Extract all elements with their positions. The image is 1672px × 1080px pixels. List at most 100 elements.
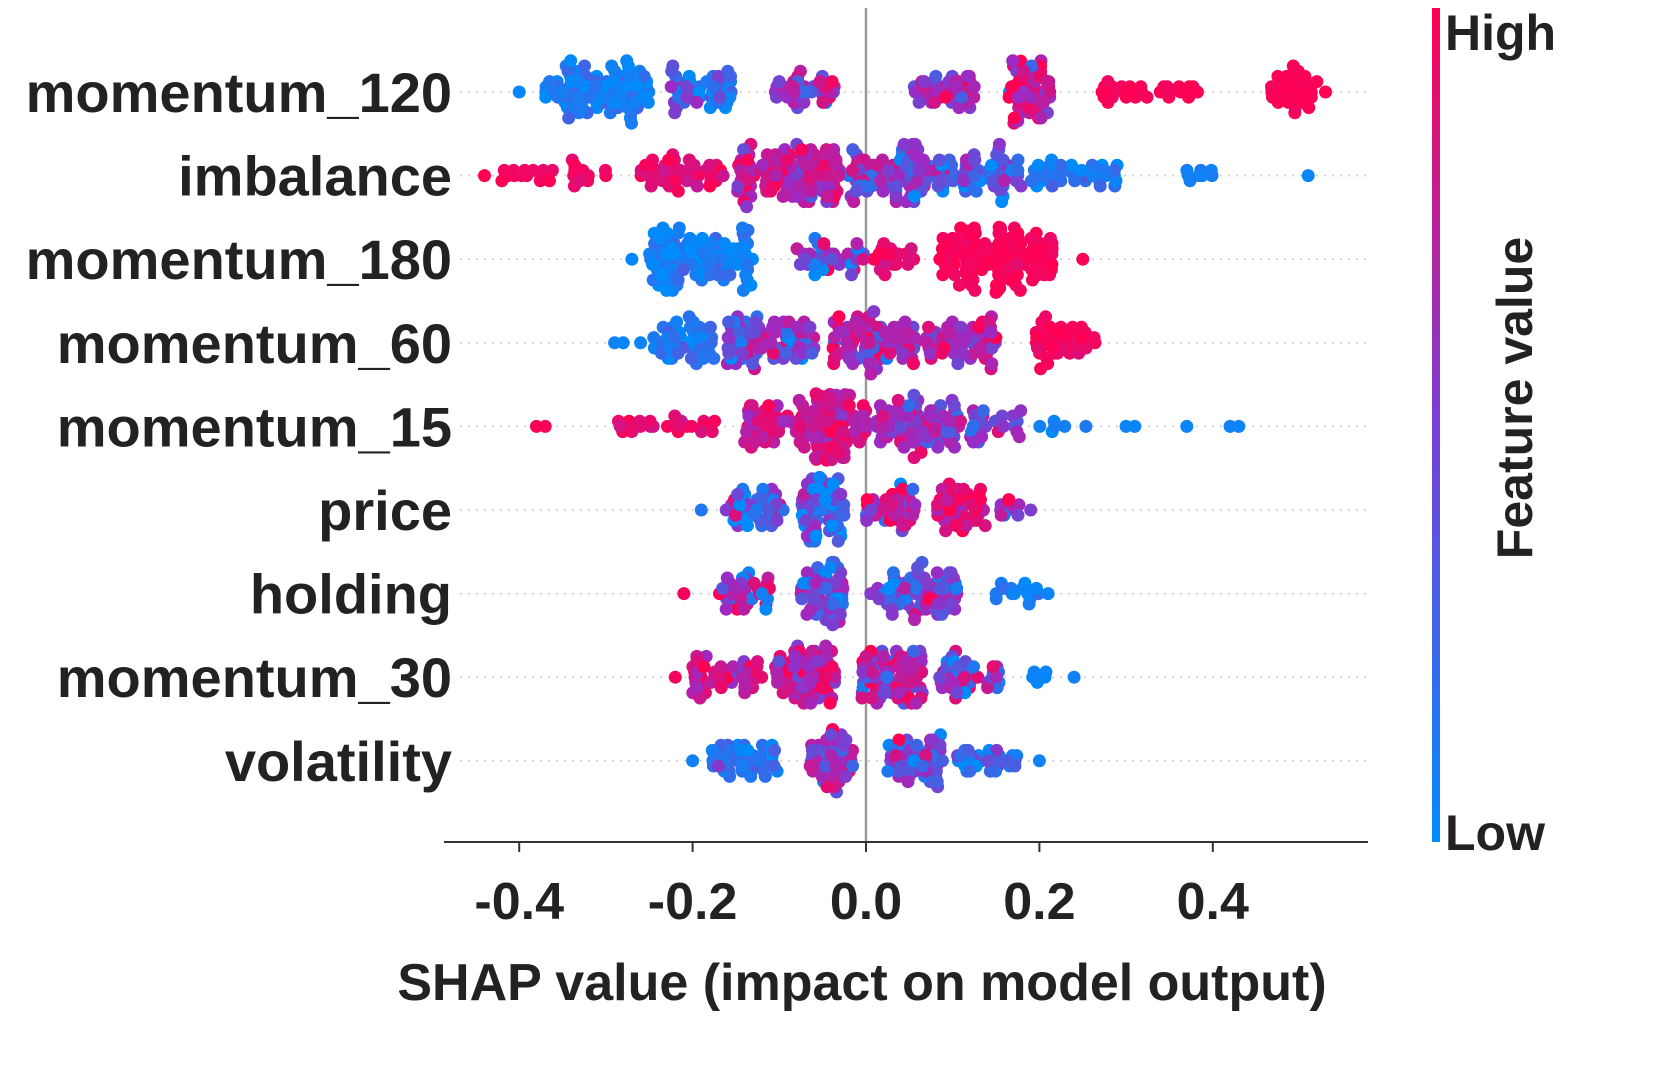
shap-point <box>967 221 981 235</box>
shap-point <box>736 221 749 235</box>
shap-point <box>805 644 819 658</box>
shap-point <box>568 163 582 177</box>
shap-point <box>943 425 957 439</box>
shap-point <box>588 80 602 94</box>
shap-point <box>790 189 804 203</box>
shap-point <box>797 440 811 454</box>
shap-point <box>769 169 783 183</box>
shap-point <box>1180 163 1194 177</box>
shap-point <box>620 54 634 68</box>
x-axis-title: SHAP value (impact on model output) <box>397 954 1326 1012</box>
shap-point <box>600 90 614 104</box>
shap-point <box>828 576 842 590</box>
shap-point <box>702 257 716 271</box>
shap-point <box>813 75 827 89</box>
shap-point <box>910 174 924 188</box>
shap-point <box>837 498 851 512</box>
shap-point <box>1043 320 1057 334</box>
shap-point <box>856 252 870 266</box>
shap-point <box>1180 419 1194 433</box>
shap-point <box>1038 670 1052 684</box>
shap-point <box>828 670 842 684</box>
colorbar-gradient <box>1432 8 1440 842</box>
shap-point <box>1010 425 1024 439</box>
shap-point <box>515 169 529 183</box>
shap-point <box>816 158 830 172</box>
shap-point <box>683 242 697 256</box>
shap-point <box>723 268 737 282</box>
shap-point <box>634 419 647 433</box>
shap-point <box>956 482 970 496</box>
shap-point <box>814 681 828 695</box>
shap-point <box>805 346 819 360</box>
shap-point <box>820 169 833 183</box>
shap-point <box>891 393 905 407</box>
feature-label: price <box>318 479 452 542</box>
shap-point <box>705 743 719 757</box>
shap-point <box>662 153 676 167</box>
shap-point <box>951 357 965 371</box>
shap-point <box>804 696 818 710</box>
shap-point <box>872 592 886 606</box>
shap-point <box>957 174 971 188</box>
shap-point <box>582 90 596 104</box>
shap-point <box>669 174 683 188</box>
shap-point <box>1017 64 1031 78</box>
shap-point <box>676 263 690 277</box>
shap-point <box>822 179 835 193</box>
shap-point <box>925 733 939 747</box>
shap-point <box>708 414 722 428</box>
shap-point <box>667 331 681 345</box>
shap-point <box>740 425 754 439</box>
shap-point <box>907 388 921 402</box>
shap-point <box>800 566 814 580</box>
shap-point <box>807 419 821 433</box>
shap-point <box>575 101 589 115</box>
shap-point <box>1098 85 1112 99</box>
shap-point <box>556 85 570 99</box>
shap-point <box>807 592 821 606</box>
shap-point <box>1039 310 1053 324</box>
shap-point <box>1076 331 1089 345</box>
shap-point <box>526 163 540 177</box>
shap-point <box>896 482 910 496</box>
shap-point <box>605 59 619 73</box>
shap-point <box>921 576 935 590</box>
shap-point <box>1033 419 1047 433</box>
shap-point <box>740 200 754 214</box>
shap-point <box>693 691 707 705</box>
shap-point <box>997 174 1011 188</box>
shap-point <box>747 576 761 590</box>
shap-point <box>703 268 717 282</box>
shap-point <box>672 163 686 177</box>
shap-point <box>906 644 920 658</box>
shap-point <box>990 754 1004 768</box>
shap-point <box>853 435 866 449</box>
shap-point <box>713 90 727 104</box>
shap-point <box>666 59 680 73</box>
shap-point <box>976 404 990 418</box>
colorbar-low-label: Low <box>1445 805 1545 861</box>
shap-point <box>945 158 958 172</box>
shap-point <box>933 581 947 595</box>
shap-point <box>763 414 776 428</box>
shap-point <box>671 419 685 433</box>
shap-point <box>744 278 758 292</box>
shap-point <box>960 69 974 83</box>
shap-point <box>751 414 765 428</box>
shap-point <box>1310 75 1324 89</box>
shap-point <box>1041 357 1055 371</box>
shap-point <box>908 498 922 512</box>
shap-point <box>834 566 848 580</box>
shap-point <box>748 325 762 339</box>
shap-point <box>616 336 630 350</box>
shap-point <box>478 169 491 183</box>
shap-point <box>570 90 584 104</box>
x-tick-label: -0.2 <box>648 873 738 931</box>
shap-point <box>871 158 885 172</box>
shap-point <box>956 346 970 360</box>
x-axis-ticks: -0.4 -0.2 0.0 0.2 0.4 <box>474 842 1249 931</box>
shap-point <box>872 247 886 261</box>
shap-point <box>820 189 834 203</box>
shap-point <box>1068 174 1082 188</box>
